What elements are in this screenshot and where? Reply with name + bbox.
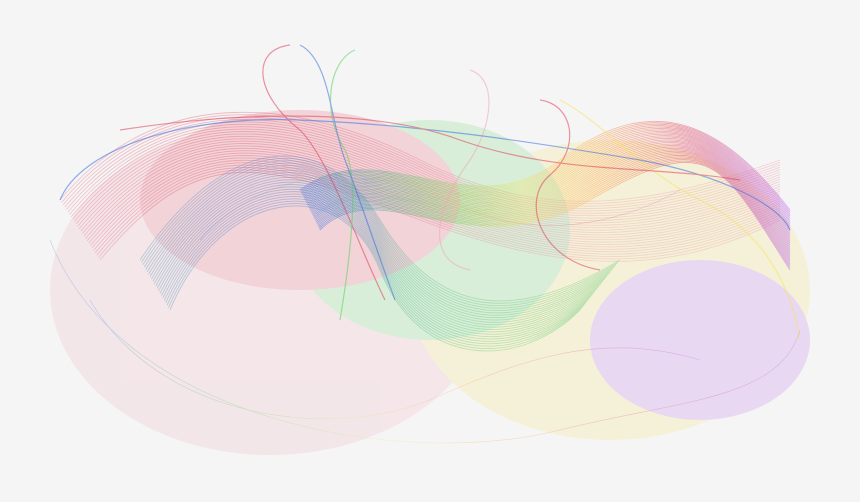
- wave-line: [159, 188, 594, 335]
- wave-line: [98, 169, 781, 260]
- wave-line: [93, 162, 781, 253]
- wave-line: [300, 122, 791, 213]
- wave-line: [169, 205, 581, 352]
- wave-line: [307, 136, 791, 234]
- wave-line: [318, 160, 791, 269]
- wave-line: [168, 203, 583, 350]
- wave-line: [305, 132, 791, 227]
- wave-line: [85, 150, 781, 241]
- wave-line: [311, 145, 791, 246]
- loop-ribbons: [59, 44, 801, 341]
- wave-line: [59, 111, 781, 202]
- wave-line: [301, 125, 791, 217]
- wave-line: [141, 158, 619, 304]
- wave-line: [306, 135, 791, 231]
- wave-line: [156, 184, 598, 330]
- wave-line: [313, 149, 791, 252]
- wave-line: [66, 121, 781, 212]
- wave-line: [99, 171, 781, 262]
- wave-line: [310, 143, 791, 244]
- wave-line: [62, 116, 781, 207]
- wave-line: [64, 119, 781, 209]
- wave-line: [70, 128, 781, 219]
- wave-line: [318, 159, 791, 267]
- wave-line: [305, 133, 791, 229]
- wave-line: [69, 126, 781, 217]
- wave-line: [158, 186, 596, 333]
- wave-line: [166, 200, 585, 347]
- wave-line: [148, 169, 609, 316]
- wave-line: [142, 160, 617, 307]
- wave-line: [143, 162, 615, 309]
- wave-line: [151, 174, 606, 321]
- wave-line: [307, 137, 791, 236]
- wave-line: [94, 164, 781, 255]
- wave-line: [303, 129, 791, 223]
- wave-line: [314, 152, 791, 256]
- wave-line: [315, 153, 791, 258]
- wave-line: [61, 114, 781, 205]
- wave-line: [153, 179, 602, 326]
- wave-line: [312, 147, 791, 250]
- wave-line: [316, 156, 791, 262]
- wave-line: [146, 167, 611, 314]
- wave-line: [152, 176, 604, 323]
- wave-line: [310, 142, 791, 242]
- wave-line: [139, 155, 621, 302]
- wave-line: [155, 181, 600, 328]
- wave-line: [309, 140, 791, 240]
- wave-line: [312, 146, 791, 248]
- wave-curve-group-c: [299, 120, 791, 271]
- wave-line: [78, 140, 781, 231]
- wave-line: [314, 150, 791, 254]
- wave-line: [86, 152, 781, 243]
- wave-line: [67, 123, 781, 214]
- wave-line: [304, 130, 791, 225]
- wave-line: [145, 165, 613, 311]
- wave-line: [302, 126, 791, 219]
- wave-line: [308, 139, 791, 238]
- wave-line: [165, 198, 587, 345]
- wave-sheen: [49, 174, 801, 444]
- wave-line: [303, 128, 791, 221]
- wave-line: [299, 120, 791, 211]
- wave-line: [316, 154, 791, 260]
- wave-line: [163, 196, 588, 342]
- wave-line: [317, 157, 791, 265]
- wave-line: [149, 172, 607, 319]
